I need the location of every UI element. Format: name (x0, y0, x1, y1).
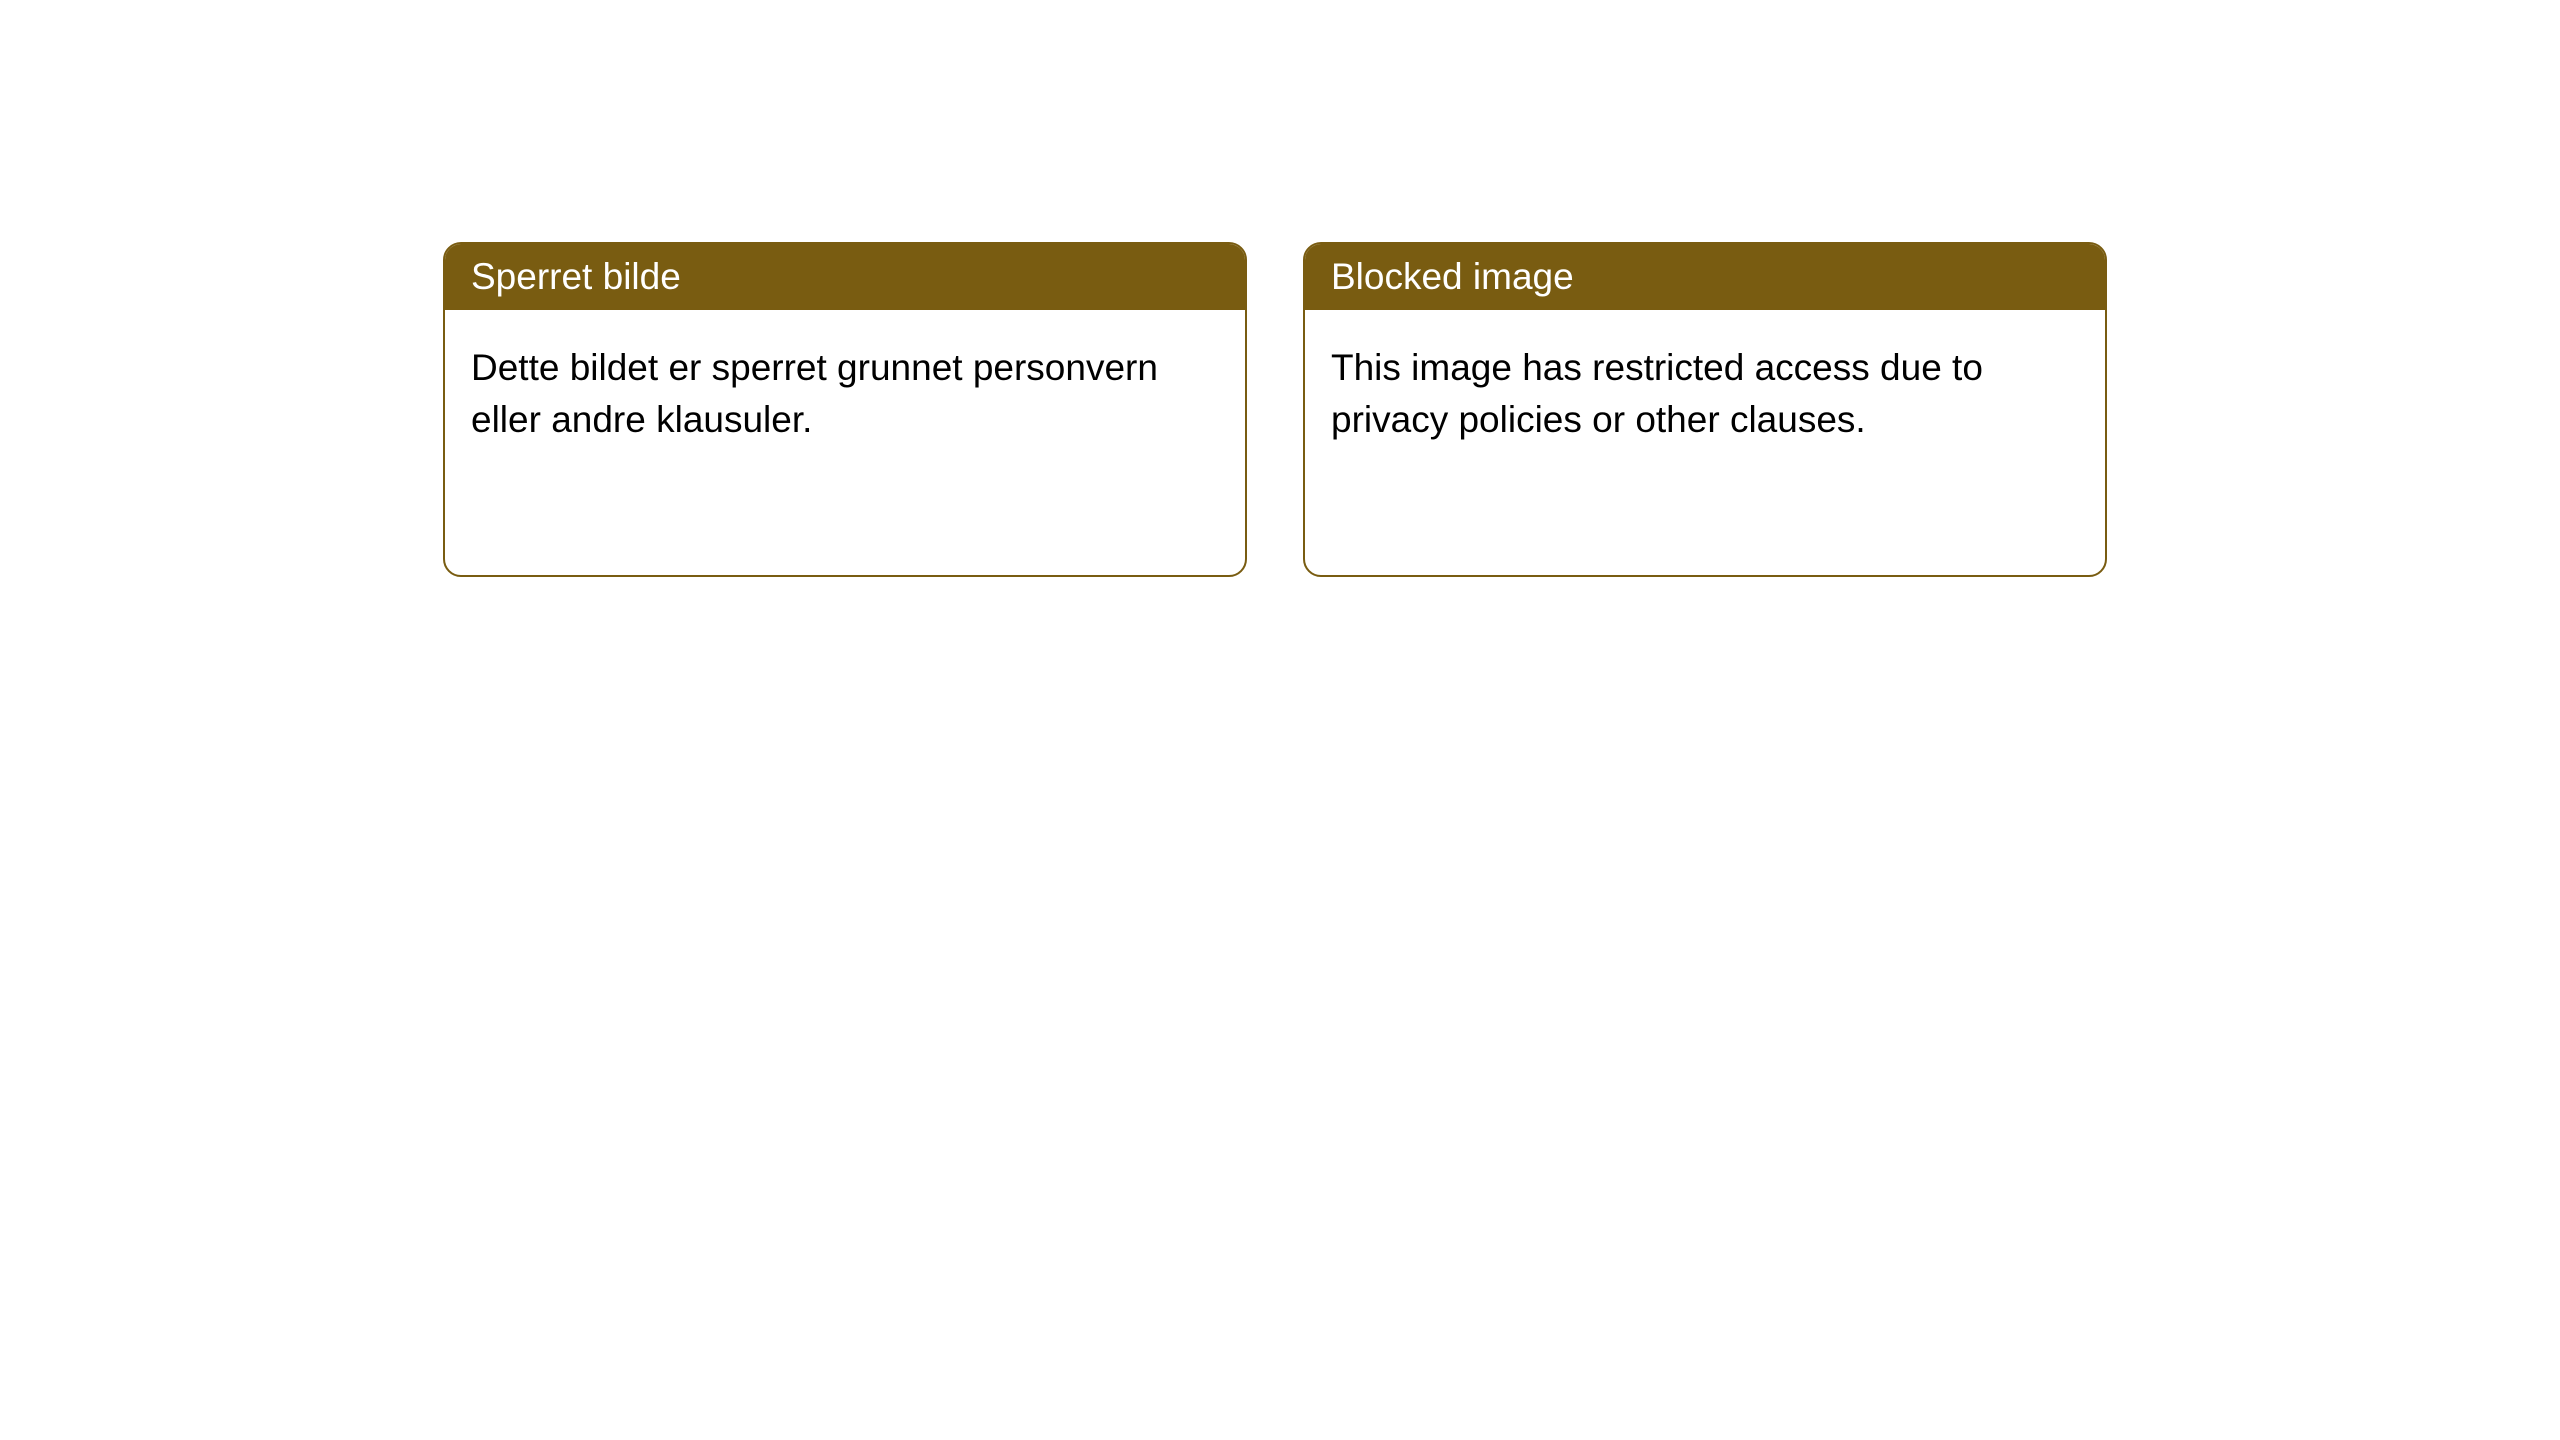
card-header-en: Blocked image (1305, 244, 2105, 310)
cards-container: Sperret bilde Dette bildet er sperret gr… (0, 0, 2560, 577)
card-body-en: This image has restricted access due to … (1305, 310, 2105, 478)
card-header-no: Sperret bilde (445, 244, 1245, 310)
card-body-no: Dette bildet er sperret grunnet personve… (445, 310, 1245, 478)
card-text-en: This image has restricted access due to … (1331, 347, 1983, 440)
card-text-no: Dette bildet er sperret grunnet personve… (471, 347, 1158, 440)
blocked-image-card-en: Blocked image This image has restricted … (1303, 242, 2107, 577)
card-title-no: Sperret bilde (471, 256, 681, 297)
blocked-image-card-no: Sperret bilde Dette bildet er sperret gr… (443, 242, 1247, 577)
card-title-en: Blocked image (1331, 256, 1574, 297)
